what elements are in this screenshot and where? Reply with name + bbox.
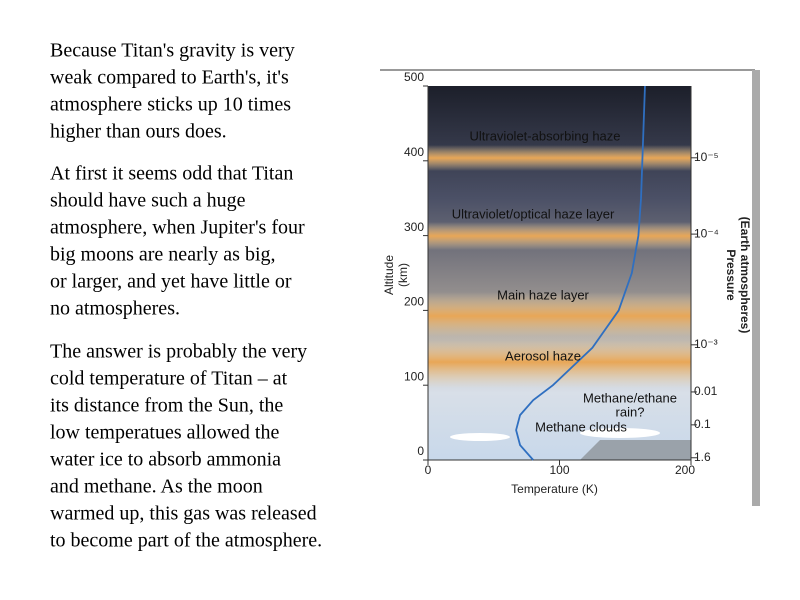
frame [752,70,760,506]
paragraph-line: The answer is probably the very [50,341,307,363]
y2-tick-label: 0.1 [694,417,711,431]
annotation: Methane/ethane [583,390,677,405]
paragraph-line: atmosphere, when Jupiter's four [50,217,305,239]
ground [580,440,691,460]
y2-tick-label: 1.6 [694,450,711,464]
paragraph-line: higher than ours does. [50,121,227,143]
y2-tick-label: 10⁻⁴ [694,226,719,240]
y2-tick-label: 10⁻³ [694,337,718,351]
annotation: Main haze layer [497,287,589,302]
haze-band [428,292,691,340]
x-tick-label: 100 [549,463,569,477]
y-tick-label: 300 [404,220,424,234]
paragraph-line: should have such a huge [50,190,246,212]
y-tick-label: 100 [404,369,424,383]
y-tick-label: 400 [404,145,424,159]
y2-axis-label: (Earth atmospheres) [738,217,752,334]
y2-tick-label: 0.01 [694,384,718,398]
y2-tick-label: 10⁻⁵ [694,150,719,164]
y-axis-label: Altitude [382,255,396,295]
paragraph-line: and methane. As the moon [50,476,263,498]
paragraph-line: atmosphere sticks up 10 times [50,94,291,116]
x-tick-label: 200 [675,463,695,477]
cloud [580,428,660,438]
paragraph-line: no atmospheres. [50,298,180,320]
annotation: Ultraviolet/optical haze layer [452,206,615,221]
annotation: rain? [616,404,645,419]
y-tick-label: 500 [404,70,424,84]
y-axis-label: (km) [396,263,410,287]
paragraph-line: cold temperature of Titan – at [50,368,288,390]
paragraph-line: Because Titan's gravity is very [50,40,295,62]
y-tick-label: 200 [404,295,424,309]
annotation: Methane clouds [535,419,627,434]
y-tick-label: 0 [417,444,424,458]
paragraph-line: weak compared to Earth's, it's [50,67,289,89]
paragraph-line: At first it seems odd that Titan [50,163,293,185]
x-tick-label: 0 [425,463,432,477]
paragraph-line: to become part of the atmosphere. [50,530,322,552]
x-axis-label: Temperature (K) [511,482,598,496]
haze-band [428,145,691,171]
haze-band [428,222,691,250]
paragraph-line: warmed up, this gas was released [50,503,317,525]
paragraph-line: low temperatues allowed the [50,422,279,444]
annotation: Ultraviolet-absorbing haze [469,128,620,143]
y2-axis-label: Pressure [724,249,738,301]
temperature-line [515,85,646,461]
paragraph-line: or larger, and yet have little or [50,271,292,293]
paragraph-line: big moons are nearly as big, [50,244,276,266]
paragraph-line: water ice to absorb ammonia [50,449,281,471]
cloud [450,433,510,441]
paragraph-line: its distance from the Sun, the [50,395,283,417]
annotation: Aerosol haze [505,348,581,363]
